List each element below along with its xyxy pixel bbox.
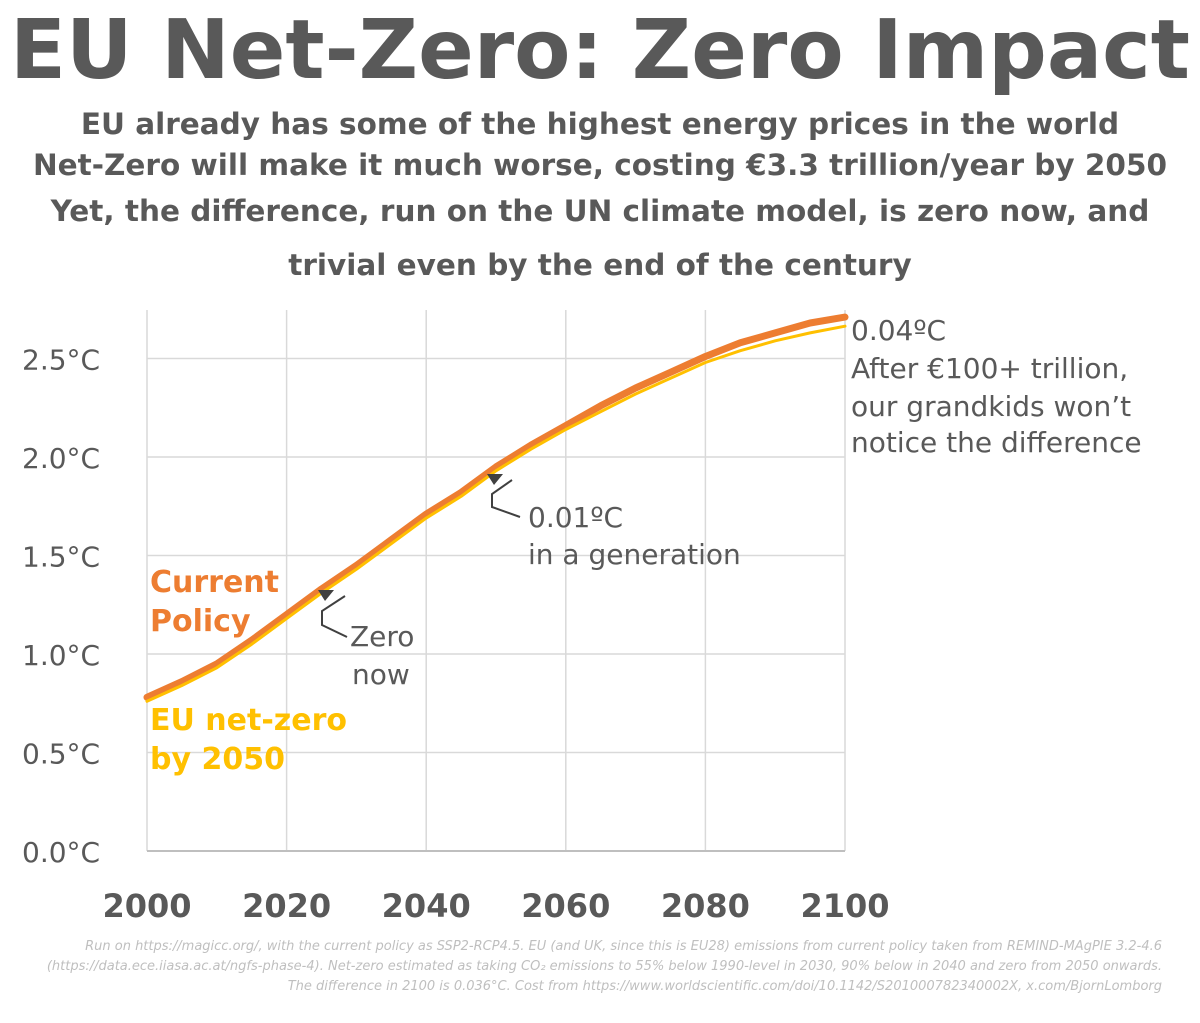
annotation-generation: in a generation — [528, 538, 741, 571]
x-tick-label: 2080 — [661, 887, 750, 925]
y-tick-label: 2.0°C — [22, 442, 100, 475]
series-label-current-policy: Policy — [150, 604, 251, 639]
series-label-eu-net-zero: EU net-zero — [150, 703, 347, 738]
annotation-end-of-century: 0.04ºC — [851, 314, 946, 347]
y-tick-label: 0.5°C — [22, 738, 100, 771]
series-label-eu-net-zero: by 2050 — [150, 742, 285, 777]
annotation-arrowhead — [318, 590, 334, 601]
series-line-current-policy — [143, 313, 849, 701]
x-tick-label: 2060 — [521, 887, 610, 925]
annotation-arrow — [491, 479, 521, 518]
annotation-end-of-century: notice the difference — [851, 426, 1142, 459]
x-tick-label: 2000 — [102, 887, 191, 925]
chart-title: EU Net-Zero: Zero Impact — [10, 3, 1190, 98]
annotation-generation: 0.01ºC — [528, 501, 623, 534]
x-tick-label: 2020 — [242, 887, 331, 925]
y-tick-label: 0.0°C — [22, 836, 100, 869]
subtitle-line-4: trivial even by the end of the century — [288, 248, 912, 282]
annotation-zero-now: Zero — [350, 620, 414, 653]
x-tick-label: 2100 — [800, 887, 889, 925]
annotation-zero-now: now — [352, 658, 410, 691]
series-label-current-policy: Current — [150, 565, 279, 600]
source-footnote: Run on https://magicc.org/, with the cur… — [46, 939, 1162, 994]
annotation-end-of-century: our grandkids won’t — [851, 390, 1131, 423]
y-tick-label: 1.0°C — [22, 639, 100, 672]
subtitle-line-2: Net-Zero will make it much worse, costin… — [32, 148, 1168, 182]
subtitle-line-1: EU already has some of the highest energ… — [80, 107, 1120, 141]
annotation-arrow — [321, 595, 348, 638]
series-line-eu-net-zero — [145, 324, 847, 703]
y-tick-label: 1.5°C — [22, 541, 100, 574]
x-tick-label: 2040 — [382, 887, 471, 925]
annotation-arrowhead — [487, 474, 503, 485]
subtitle-line-3: Yet, the difference, run on the UN clima… — [50, 194, 1150, 228]
y-tick-label: 2.5°C — [22, 344, 100, 377]
annotation-end-of-century: After €100+ trillion, — [851, 352, 1128, 385]
